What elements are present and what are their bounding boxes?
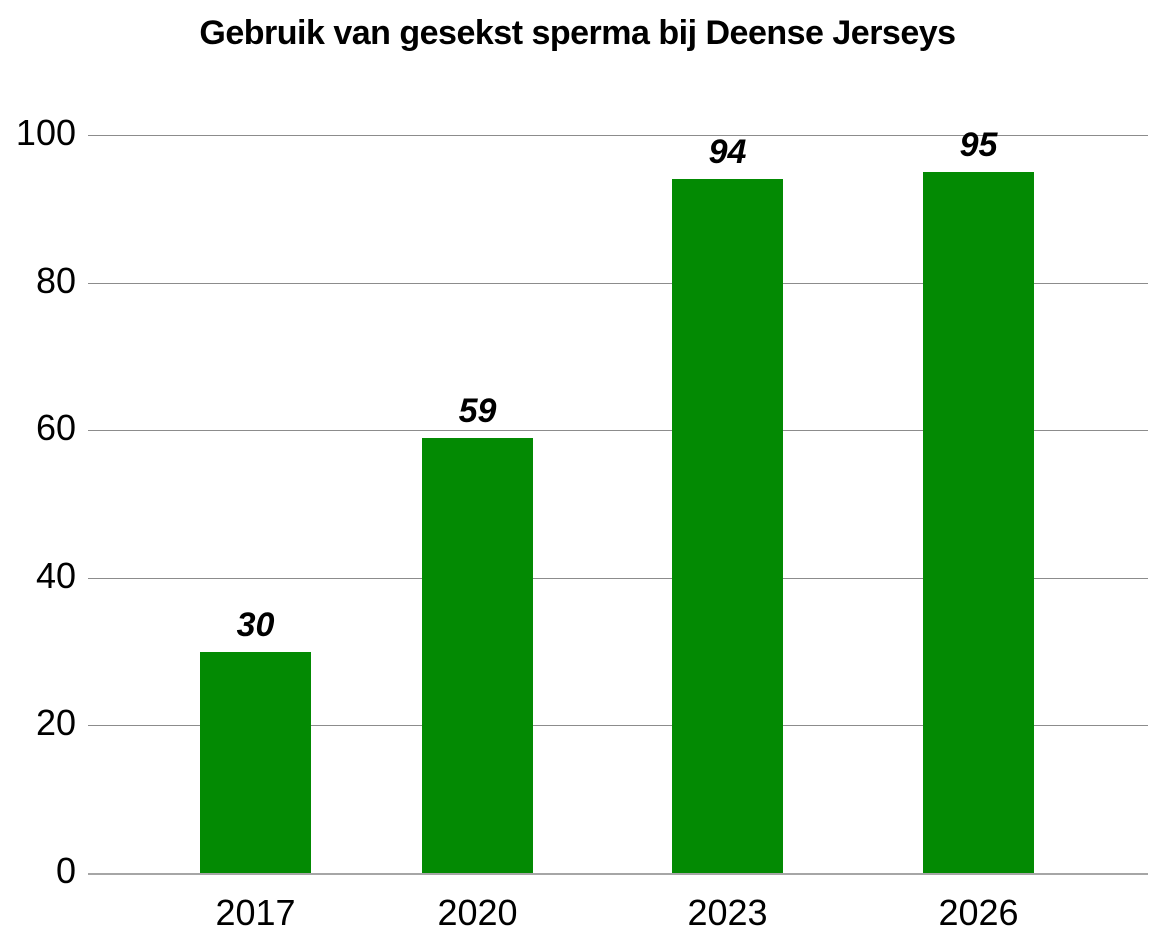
bar-2026: [923, 172, 1034, 873]
y-tick-label: 100: [15, 112, 76, 153]
x-tick-label: 2026: [938, 892, 1019, 933]
gridline: [88, 135, 1148, 136]
x-tick-label: 2020: [437, 892, 518, 933]
data-label: 30: [236, 606, 275, 644]
y-tick-label: 40: [35, 555, 76, 596]
bar-2017: [200, 652, 311, 873]
y-tick-label: 0: [55, 850, 76, 891]
x-tick-label: 2017: [215, 892, 296, 933]
bar-2020: [422, 438, 533, 873]
gridline: [88, 283, 1148, 284]
y-tick-label: 80: [35, 260, 76, 301]
bar-2023: [672, 179, 783, 873]
data-label: 59: [458, 392, 497, 430]
y-tick-label: 20: [35, 702, 76, 743]
x-tick-label: 2023: [687, 892, 768, 933]
gridline: [88, 430, 1148, 431]
y-tick-label: 60: [35, 407, 76, 448]
gridline: [88, 725, 1148, 726]
chart-title: Gebruik van gesekst sperma bij Deense Je…: [199, 14, 956, 52]
data-label: 94: [708, 133, 747, 171]
data-label: 95: [959, 126, 998, 164]
gridline: [88, 873, 1148, 875]
gridline: [88, 578, 1148, 579]
